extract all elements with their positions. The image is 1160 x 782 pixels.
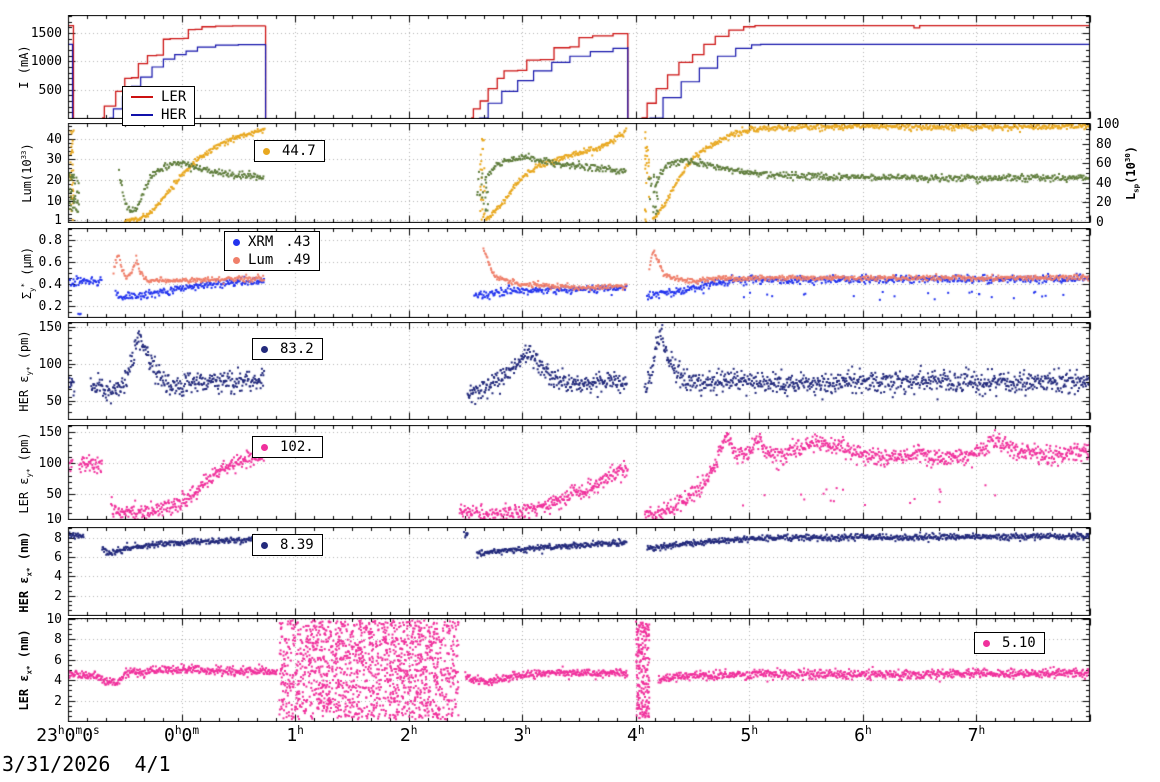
legend-line-marker-icon	[131, 114, 153, 116]
x-tick-label: 2h	[399, 724, 418, 746]
panel-ler-eps-y-plot	[0, 425, 1160, 520]
legend-label: Lum	[248, 252, 274, 268]
x-tick-label: 5h	[740, 724, 759, 746]
panel-her-eps-y-legend: 83.2	[252, 338, 323, 360]
legend-value: 44.7	[282, 143, 316, 159]
legend-value: .49	[285, 252, 311, 268]
y-tick-label: 4	[54, 673, 62, 689]
x-tick-label: 1h	[286, 724, 304, 746]
legend-dot-marker-icon	[233, 256, 240, 264]
y-tick-label: 150	[38, 425, 62, 441]
y-tick-label: 0.2	[38, 299, 62, 314]
right-y-tick-label: 40	[1096, 175, 1112, 191]
legend-line-marker-icon	[131, 96, 153, 98]
y-tick-label: 2	[54, 693, 62, 709]
y-tick-label: 0.6	[38, 255, 62, 270]
legend-item: 44.7	[263, 143, 316, 159]
y-tick-label: 8	[54, 632, 62, 648]
panel-luminosity-right-axis-label: Lsp(1030)	[1123, 145, 1141, 201]
panel-ler-eps-y-legend: 102.	[252, 436, 323, 458]
y-tick-label: 1	[54, 212, 62, 228]
y-tick-label: 6	[54, 550, 62, 565]
y-tick-label: 10	[46, 612, 62, 627]
legend-value: 102.	[280, 439, 314, 455]
legend-item: 83.2	[261, 341, 314, 357]
y-tick-label: 50	[46, 393, 62, 409]
x-tick-label: 6h	[854, 724, 872, 746]
y-tick-label: 0.4	[38, 277, 62, 292]
legend-dot-marker-icon	[263, 147, 270, 155]
y-tick-label: 2	[54, 588, 62, 604]
y-tick-label: 50	[46, 487, 62, 503]
legend-dot-marker-icon	[261, 541, 268, 549]
panel-her-eps-x-legend: 8.39	[252, 534, 323, 556]
legend-item: 102.	[261, 439, 314, 455]
legend-dot-marker-icon	[261, 345, 268, 353]
x-tick-label: 23h0m0s	[36, 724, 100, 746]
legend-label: LER	[161, 89, 187, 105]
x-tick-label: 3h	[513, 724, 531, 746]
panel-beam-current-legend: LER HER	[122, 86, 196, 126]
right-y-tick-label: 20	[1096, 195, 1112, 211]
panel-her-eps-y-plot	[0, 322, 1160, 420]
y-tick-label: 150	[38, 319, 62, 335]
x-tick-label: 7h	[967, 724, 986, 746]
legend-item: HER	[131, 107, 186, 123]
legend-dot-marker-icon	[261, 443, 268, 451]
legend-dot-marker-icon	[983, 639, 990, 647]
y-tick-label: 0.8	[38, 233, 62, 248]
right-y-tick-label: 80	[1096, 136, 1112, 152]
y-tick-label: 500	[38, 82, 62, 98]
y-tick-label: 1500	[30, 26, 62, 41]
y-tick-label: 20	[46, 173, 62, 189]
legend-item: 5.10	[983, 635, 1036, 651]
y-tick-label: 40	[46, 131, 62, 147]
y-tick-label: 100	[38, 356, 62, 372]
panel-luminosity-plot	[0, 123, 1160, 223]
y-tick-label: 6	[54, 652, 62, 668]
legend-item: LER	[131, 89, 186, 105]
right-y-tick-label: 0	[1096, 215, 1104, 230]
legend-label: HER	[161, 107, 187, 123]
date-label: 3/31/2026 4/1	[2, 752, 171, 776]
y-tick-label: 30	[46, 152, 62, 168]
y-tick-label: 10	[46, 512, 62, 527]
legend-item: XRM .43	[233, 234, 311, 250]
legend-value: 83.2	[280, 341, 314, 357]
panel-luminosity-legend: 44.7	[254, 140, 325, 162]
y-tick-label: 8	[54, 530, 62, 546]
y-tick-label: 1000	[30, 54, 62, 70]
legend-dot-marker-icon	[233, 238, 240, 246]
x-tick-label: 0h0m	[163, 724, 200, 746]
panel-her-eps-x-plot	[0, 527, 1160, 616]
legend-item: Lum .49	[233, 252, 311, 268]
right-y-tick-label: 100	[1096, 117, 1120, 132]
legend-value: 8.39	[280, 537, 314, 553]
y-tick-label: 4	[54, 569, 62, 585]
panel-ler-eps-x-legend: 5.10	[974, 632, 1045, 654]
y-tick-label: 100	[38, 456, 62, 472]
y-tick-label: 10	[46, 194, 62, 210]
panel-sigma-y-plot	[0, 228, 1160, 318]
legend-value: 5.10	[1002, 635, 1036, 651]
legend-label: XRM	[248, 234, 274, 250]
x-tick-label: 4h	[626, 724, 645, 746]
legend-item: 8.39	[261, 537, 314, 553]
panel-sigma-y-legend: XRM .43 Lum .49	[224, 231, 320, 271]
legend-value: .43	[285, 234, 311, 250]
panel-ler-eps-x-plot	[0, 618, 1160, 722]
right-y-tick-label: 60	[1096, 156, 1112, 172]
